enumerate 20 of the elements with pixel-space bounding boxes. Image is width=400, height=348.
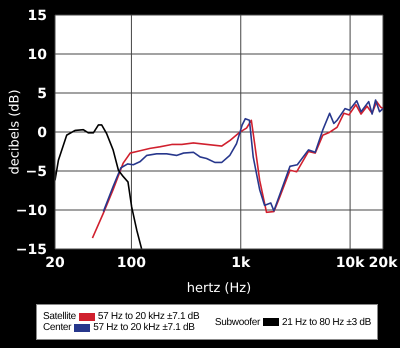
y-tick-label: 15 (28, 8, 47, 24)
x-tick-label: 10k (336, 254, 366, 271)
x-tick-label: 20 (45, 254, 65, 271)
text: 57 Hz to 20 kHz ±7.1 dB (93, 322, 195, 333)
x-tick-label: 100 (116, 254, 146, 271)
x-tick-label: 20k (368, 254, 398, 271)
x-axis-title: hertz (Hz) (186, 281, 252, 296)
y-tick-label: −10 (16, 202, 48, 219)
x-tick-label: 1k (231, 254, 251, 271)
legend-label: Center (43, 322, 72, 333)
text: 21 Hz to 80 Hz ±3 dB (282, 316, 371, 328)
y-tick-label: 0 (37, 124, 48, 141)
y-tick-label: 10 (28, 46, 48, 63)
text: 57 Hz to 20 kHz ±7.1 dB (98, 311, 200, 322)
legend-label: Satellite (43, 311, 76, 322)
y-tick-label: −15 (16, 242, 47, 258)
y-tick-label: 5 (37, 86, 47, 102)
y-tick-label: −5 (26, 164, 47, 180)
y-axis-title: decibels (dB) (8, 89, 23, 175)
legend-label: Subwoofer (214, 316, 260, 328)
